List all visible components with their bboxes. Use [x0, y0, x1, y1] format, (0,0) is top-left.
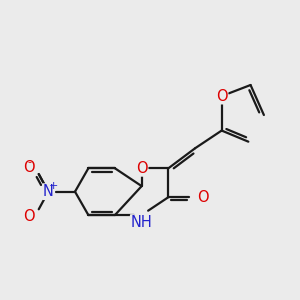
Text: N: N — [43, 184, 54, 199]
Text: O: O — [197, 190, 209, 205]
Text: O: O — [136, 161, 148, 176]
Text: O: O — [23, 208, 35, 224]
Text: -: - — [27, 157, 32, 167]
Text: +: + — [49, 181, 58, 191]
Text: NH: NH — [131, 215, 152, 230]
Text: O: O — [23, 160, 35, 175]
Text: O: O — [216, 88, 227, 104]
